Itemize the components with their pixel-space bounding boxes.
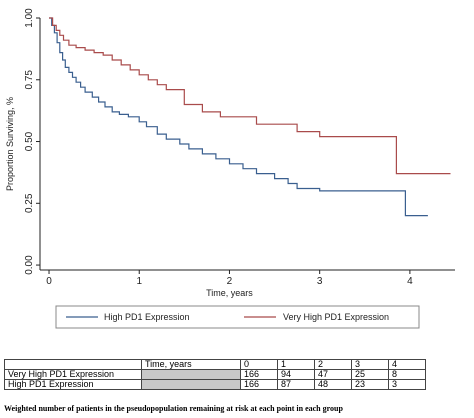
y-tick-label: 1.00: [24, 8, 35, 28]
risk-table-value: 87: [277, 379, 315, 390]
risk-table-value: 166: [240, 369, 278, 380]
risk-table-row: Very High PD1 Expression 166 94 47 25 8: [4, 369, 426, 380]
risk-table-value: 8: [388, 369, 426, 380]
series-line-very-high-pd1: [49, 17, 451, 175]
risk-table-value: 94: [277, 369, 315, 380]
risk-table-time: 0: [240, 359, 278, 370]
risk-table-header-row: Time, years 0 1 2 3 4: [4, 359, 426, 370]
x-tick-label: 0: [46, 276, 52, 287]
x-tick-label: 2: [227, 276, 233, 287]
risk-table-time: 1: [277, 359, 315, 370]
risk-table-corner: [4, 359, 142, 370]
risk-table-value: 47: [314, 369, 352, 380]
risk-table-value: 3: [388, 379, 426, 390]
legend-label: High PD1 Expression: [104, 312, 190, 322]
legend-label: Very High PD1 Expression: [283, 312, 389, 322]
risk-table-time-header: Time, years: [141, 359, 241, 370]
risk-table-value: 25: [351, 369, 389, 380]
chart-caption: Weighted number of patients in the pseud…: [4, 404, 343, 413]
survival-chart: 0 1 2 3 4 0.00 0.25 0.50 0.75 1.00 Time, years Prop…: [0, 0, 474, 360]
risk-table-row-label: High PD1 Expression: [4, 379, 142, 390]
risk-table-shaded-cell: [141, 379, 241, 390]
x-tick-label: 4: [407, 276, 413, 287]
y-axis-title: Proportion Surviving, %: [5, 97, 15, 191]
x-axis-title: Time, years: [206, 288, 253, 298]
y-tick-label: 0.75: [24, 70, 35, 90]
risk-table-time: 2: [314, 359, 352, 370]
y-tick-label: 0.00: [24, 255, 35, 275]
risk-table-value: 166: [240, 379, 278, 390]
risk-table-row-label: Very High PD1 Expression: [4, 369, 142, 380]
series-line-high-pd1: [49, 17, 428, 217]
risk-table-value: 23: [351, 379, 389, 390]
y-tick-label: 0.25: [24, 193, 35, 213]
risk-table-shaded-cell: [141, 369, 241, 380]
risk-table-row: High PD1 Expression 166 87 48 23 3: [4, 379, 426, 390]
x-tick-label: 1: [136, 276, 142, 287]
legend-box: [55, 305, 420, 329]
risk-table-time: 3: [351, 359, 389, 370]
chart-background: [0, 0, 474, 360]
risk-table-time: 4: [388, 359, 426, 370]
risk-table: Time, years 0 1 2 3 4 Very High PD1 Expression…: [4, 359, 426, 390]
x-tick-label: 3: [317, 276, 323, 287]
y-tick-label: 0.50: [24, 131, 35, 151]
risk-table-value: 48: [314, 379, 352, 390]
